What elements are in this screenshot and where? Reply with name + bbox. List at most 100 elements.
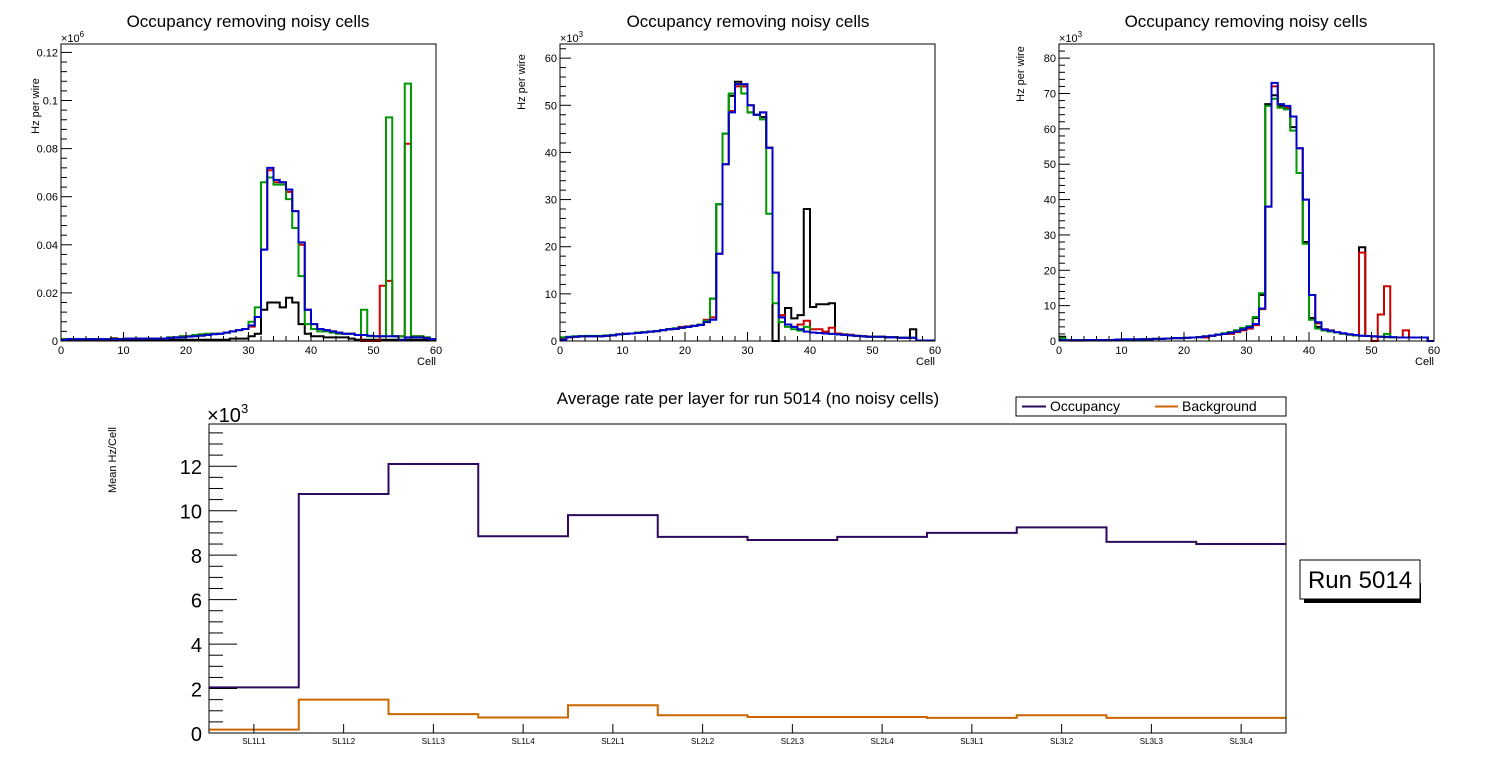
y-tick-label: 0.06 [37,192,58,204]
y-tick-label: 60 [545,53,557,65]
y-tick-label: 4 [191,635,202,657]
y-exponent-label: ×106 [61,30,85,45]
y-tick-label: 10 [180,502,202,524]
x-tick-label: 60 [1428,345,1440,357]
y-tick-label: 60 [1044,124,1056,136]
legend-label-background: Background [1182,398,1257,414]
series-line-blue [560,83,935,342]
y-tick-label: 0 [52,336,58,348]
series-line-blue [61,166,436,342]
y-tick-label: 0 [1050,336,1056,348]
x-tick-label: 50 [1365,345,1377,357]
x-tick-label: 30 [242,345,254,357]
plot-frame [208,423,1287,734]
y-tick-label: 12 [180,457,202,479]
y-axis-label: Mean Hz/Cell [107,427,119,493]
x-category-label: SL3L2 [1050,737,1074,746]
x-tick-label: 50 [367,345,379,357]
legend-label-occupancy: Occupancy [1050,398,1120,414]
x-tick-label: 20 [180,345,192,357]
panel-average-rate: Average rate per layer for run 5014 (no … [107,389,1421,746]
run-annotation: Run 5014 [1299,559,1421,603]
panel-occupancy-2: Occupancy removing noisy cells Hz per wi… [516,12,941,368]
panel-occupancy-3: Occupancy removing noisy cells Hz per wi… [1015,12,1440,368]
x-category-label: SL1L1 [242,737,266,746]
legend: Occupancy Background [1015,396,1287,417]
x-tick-label: 30 [741,345,753,357]
x-tick-label: 0 [58,345,64,357]
y-tick-label: 30 [545,195,557,207]
x-category-label: SL2L4 [871,737,895,746]
x-category-label: SL3L4 [1230,737,1254,746]
y-tick-label: 0 [191,724,202,746]
x-category-label: SL2L2 [691,737,715,746]
y-tick-label: 10 [545,289,557,301]
series-line-red [560,85,935,342]
series-line-black [560,80,935,342]
y-tick-label: 0.02 [37,288,58,300]
y-tick-label: 50 [545,100,557,112]
y-exponent-label: ×103 [1059,30,1083,45]
y-tick-label: 50 [1044,159,1056,171]
x-category-label: SL1L4 [512,737,536,746]
x-category-label: SL2L1 [601,737,625,746]
y-exponent-label: ×103 [560,30,584,45]
series-line-green [1059,97,1434,342]
y-exponent-label: ×103 [207,401,248,427]
chart-title: Occupancy removing noisy cells [627,12,870,31]
x-tick-label: 0 [557,345,563,357]
y-axis-label: Hz per wire [1015,46,1027,102]
x-category-label: SL2L3 [781,737,805,746]
x-tick-label: 40 [305,345,317,357]
y-tick-label: 80 [1044,53,1056,65]
x-tick-label: 60 [929,345,941,357]
x-category-label: SL3L1 [960,737,984,746]
series-line-occupancy [209,463,1286,689]
y-tick-label: 40 [545,147,557,159]
y-tick-label: 30 [1044,230,1056,242]
x-tick-label: 60 [430,345,442,357]
run-annotation-box [1299,559,1421,600]
y-tick-label: 40 [1044,195,1056,207]
y-tick-label: 0.1 [43,96,58,108]
y-tick-label: 0 [551,336,557,348]
legend-box [1015,396,1287,417]
chart-title: Average rate per layer for run 5014 (no … [557,389,939,408]
y-tick-label: 8 [191,546,202,568]
x-category-label: SL1L3 [422,737,446,746]
chart-title: Occupancy removing noisy cells [127,12,370,31]
run-annotation-text: Run 5014 [1308,567,1412,594]
series-line-blue [1059,81,1434,342]
series-line-green [560,83,935,342]
y-tick-label: 70 [1044,89,1056,101]
y-tick-label: 0.12 [37,47,58,59]
x-tick-label: 20 [679,345,691,357]
chart-title: Occupancy removing noisy cells [1125,12,1368,31]
x-axis-label: Cell [916,356,935,368]
y-axis-label: Hz per wire [516,54,528,110]
x-tick-label: 10 [616,345,628,357]
x-axis-label: Cell [1415,356,1434,368]
series-line-red [1059,85,1434,342]
y-tick-label: 6 [191,591,202,613]
y-tick-label: 0.04 [37,240,58,252]
panel-occupancy-1: Occupancy removing noisy cells Hz per wi… [30,12,442,368]
x-tick-label: 40 [1303,345,1315,357]
x-category-label: SL1L2 [332,737,356,746]
y-tick-label: 20 [1044,265,1056,277]
series-line-black [1059,94,1434,342]
x-tick-label: 30 [1240,345,1252,357]
x-tick-label: 10 [1115,345,1127,357]
x-category-label: SL3L3 [1140,737,1164,746]
series-line-background [209,698,1286,731]
x-tick-label: 50 [866,345,878,357]
x-tick-label: 10 [117,345,129,357]
series-line-black [61,296,436,341]
y-tick-label: 2 [191,680,202,702]
x-tick-label: 20 [1178,345,1190,357]
y-tick-label: 0.08 [37,144,58,156]
plot-frame [1058,43,1435,342]
y-tick-label: 20 [545,242,557,254]
y-axis-label: Hz per wire [30,78,42,134]
x-axis-label: Cell [417,356,436,368]
